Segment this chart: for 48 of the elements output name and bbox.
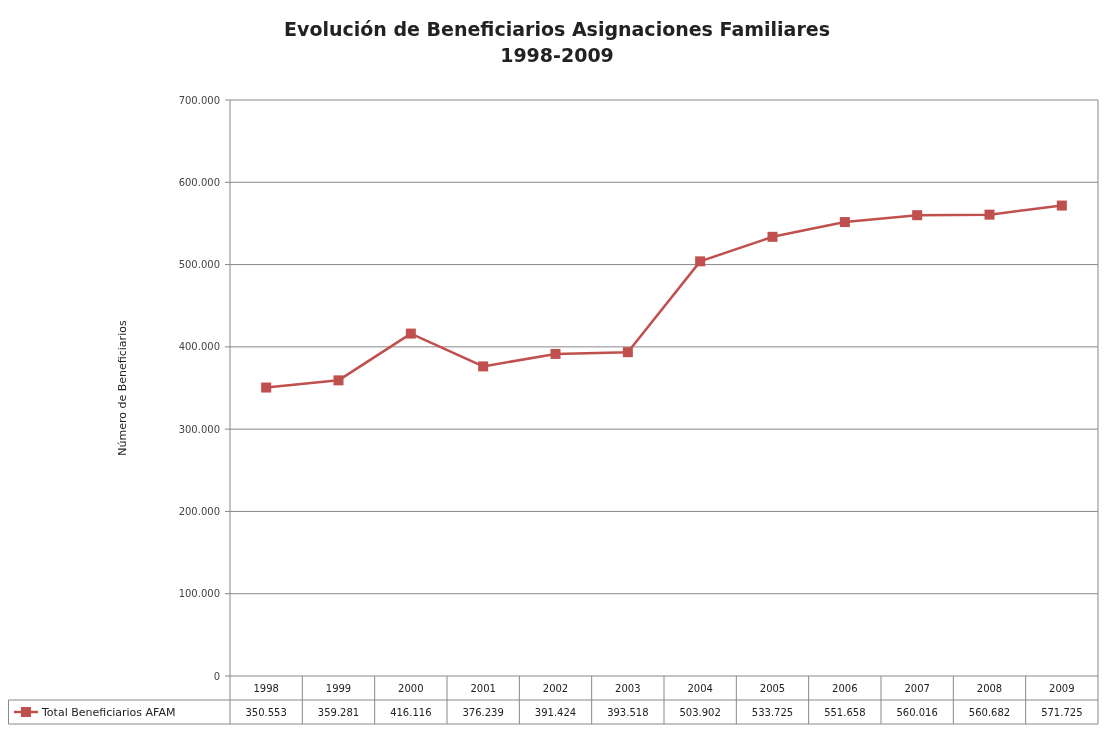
x-tick-label: 2001 xyxy=(470,682,496,694)
point xyxy=(478,361,489,372)
data-label: 533.725 xyxy=(751,706,794,718)
data-label: 551.658 xyxy=(824,706,866,718)
x-tick-label: 1998 xyxy=(253,682,279,694)
x-tick-label: 2000 xyxy=(398,682,424,694)
y-tick-label: 300.000 xyxy=(178,423,220,435)
data-label: 376.239 xyxy=(462,706,504,718)
data-label: 416.116 xyxy=(390,706,432,718)
point xyxy=(1056,200,1067,211)
chart-subtitle: 1998-2009 xyxy=(500,44,614,66)
chart-title: Evolución de Beneficiarios Asignaciones Familiares xyxy=(284,18,830,40)
y-tick-label: 0 xyxy=(213,670,220,682)
y-tick-label: 700.000 xyxy=(178,94,220,106)
x-tick-label: 2002 xyxy=(542,682,569,694)
data-label: 350.553 xyxy=(245,706,287,718)
y-tick-label: 500.000 xyxy=(178,259,220,271)
data-label: 359.281 xyxy=(317,706,360,718)
point xyxy=(333,375,344,386)
data-label: 391.424 xyxy=(534,706,577,718)
point xyxy=(984,209,995,220)
data-label: 560.016 xyxy=(896,706,938,718)
data-label: 571.725 xyxy=(1041,706,1083,718)
x-tick-label: 2009 xyxy=(1049,682,1075,694)
point xyxy=(839,217,850,228)
point xyxy=(261,382,272,393)
point xyxy=(622,347,633,358)
point xyxy=(767,231,778,242)
point xyxy=(550,348,561,359)
x-tick-label: 2005 xyxy=(759,682,786,694)
y-tick-label: 600.000 xyxy=(178,176,220,188)
x-tick-label: 2007 xyxy=(904,682,930,694)
point xyxy=(912,210,923,221)
x-tick-label: 2008 xyxy=(976,682,1003,694)
y-tick-label: 200.000 xyxy=(178,505,220,517)
y-axis-title: Número de Beneficiarios xyxy=(116,320,129,456)
x-tick-label: 1999 xyxy=(325,682,352,694)
x-tick-label: 2004 xyxy=(687,682,713,694)
data-label: 560.682 xyxy=(968,706,1011,718)
y-tick-label: 100.000 xyxy=(178,588,220,600)
point xyxy=(695,256,706,267)
point xyxy=(405,328,416,339)
x-tick-label: 2006 xyxy=(832,682,858,694)
data-label: 393.518 xyxy=(607,706,649,718)
data-label: 503.902 xyxy=(679,706,721,718)
x-tick-label: 2003 xyxy=(615,682,641,694)
y-tick-label: 400.000 xyxy=(178,341,220,353)
legend-label: Total Beneficiarios AFAM xyxy=(41,705,176,719)
